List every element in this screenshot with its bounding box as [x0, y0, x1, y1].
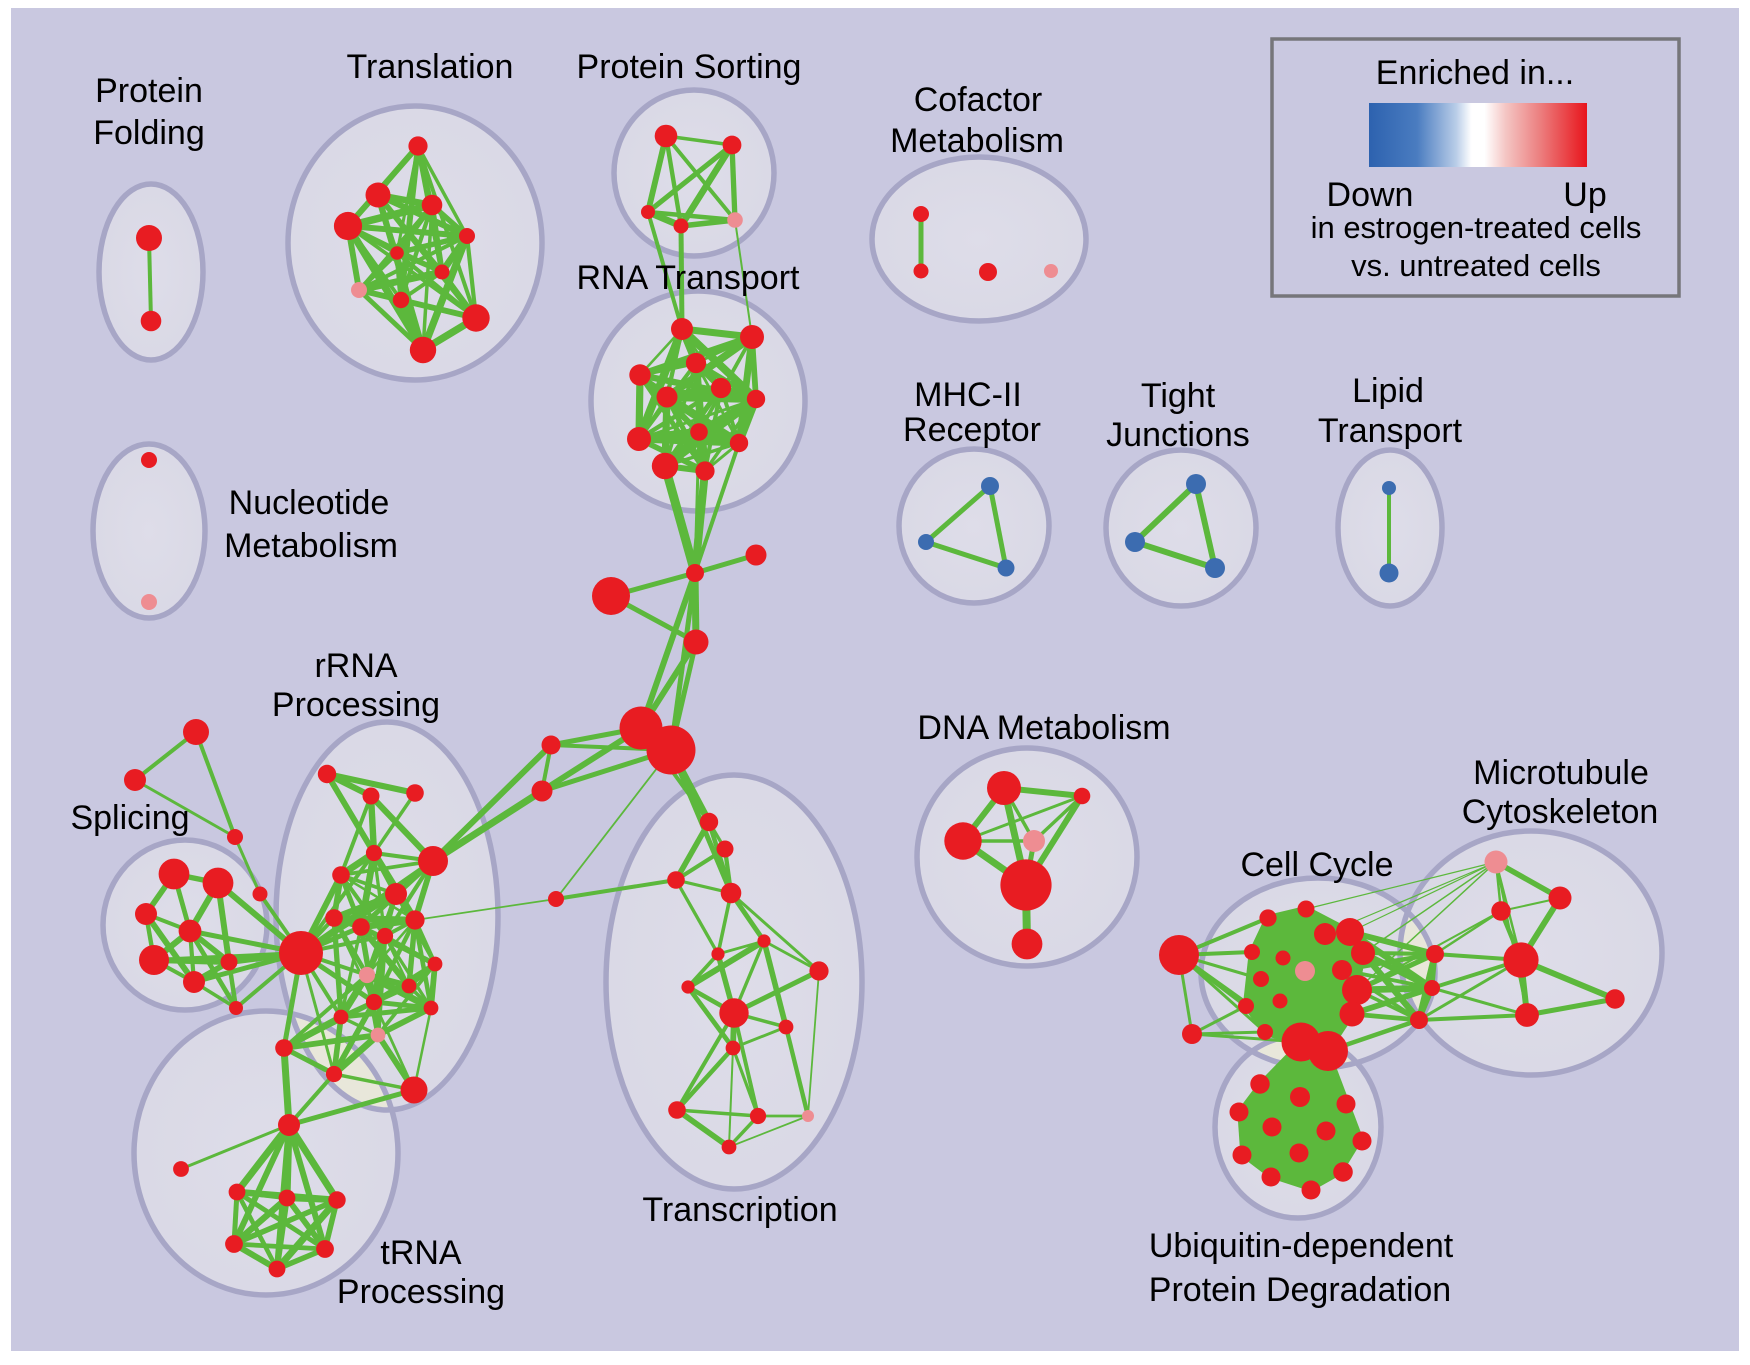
svg-text:Cytoskeleton: Cytoskeleton: [1462, 793, 1659, 831]
svg-text:Processing: Processing: [337, 1273, 505, 1311]
svg-text:Metabolism: Metabolism: [890, 122, 1064, 160]
svg-text:Transcription: Transcription: [642, 1191, 837, 1229]
svg-text:Enriched in...: Enriched in...: [1376, 54, 1574, 92]
svg-text:Cell Cycle: Cell Cycle: [1240, 846, 1393, 884]
svg-text:Processing: Processing: [272, 686, 440, 724]
svg-text:Translation: Translation: [347, 48, 514, 86]
svg-text:Protein Degradation: Protein Degradation: [1149, 1271, 1451, 1309]
svg-text:Ubiquitin-dependent: Ubiquitin-dependent: [1149, 1227, 1454, 1265]
svg-text:Down: Down: [1327, 176, 1414, 214]
svg-text:in estrogen-treated cells: in estrogen-treated cells: [1311, 210, 1642, 245]
svg-text:Microtubule: Microtubule: [1473, 754, 1649, 792]
svg-text:Tight: Tight: [1141, 377, 1216, 415]
svg-text:Protein: Protein: [95, 72, 203, 110]
svg-text:Folding: Folding: [93, 114, 205, 152]
svg-text:rRNA: rRNA: [314, 647, 397, 685]
svg-text:Lipid: Lipid: [1352, 372, 1424, 410]
svg-text:Metabolism: Metabolism: [224, 527, 398, 565]
svg-text:Splicing: Splicing: [70, 799, 189, 837]
svg-text:DNA Metabolism: DNA Metabolism: [917, 709, 1170, 747]
svg-text:Protein Sorting: Protein Sorting: [577, 48, 802, 86]
svg-text:tRNA: tRNA: [380, 1234, 462, 1272]
svg-text:RNA Transport: RNA Transport: [577, 259, 801, 297]
svg-text:Receptor: Receptor: [903, 411, 1041, 449]
svg-text:Nucleotide: Nucleotide: [229, 484, 390, 522]
svg-text:MHC-II: MHC-II: [914, 376, 1022, 414]
svg-text:Transport: Transport: [1318, 412, 1463, 450]
svg-text:Up: Up: [1563, 176, 1606, 214]
svg-text:vs. untreated cells: vs. untreated cells: [1351, 248, 1601, 283]
svg-text:Cofactor: Cofactor: [914, 81, 1043, 119]
svg-text:Junctions: Junctions: [1106, 416, 1250, 454]
